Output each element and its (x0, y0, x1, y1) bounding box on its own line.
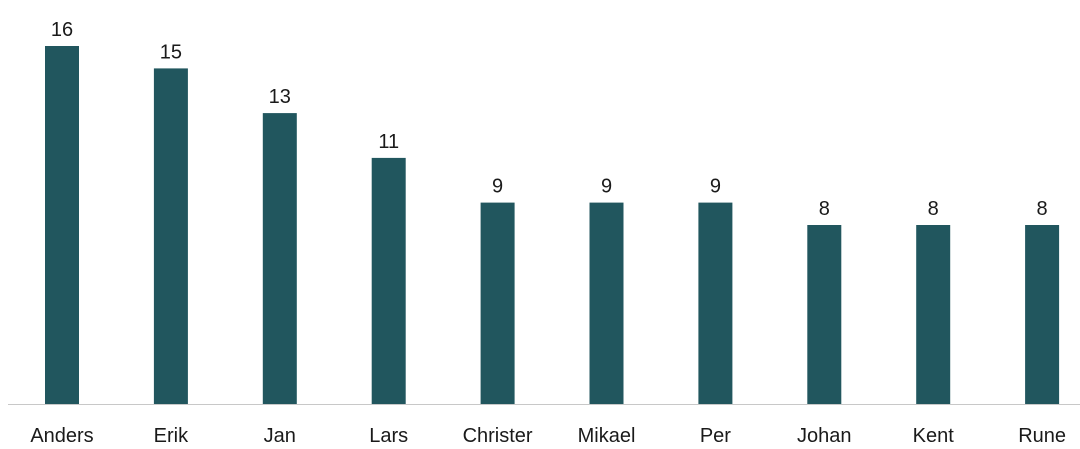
bar-mikael (589, 202, 624, 404)
data-label-christer: 9 (492, 176, 503, 198)
data-label-anders: 16 (51, 19, 73, 41)
data-label-erik: 15 (160, 41, 182, 63)
x-tick-label-anders: Anders (30, 425, 93, 444)
x-tick-label-johan: Johan (797, 425, 852, 444)
bar-erik (153, 68, 188, 405)
data-label-per: 9 (710, 176, 721, 198)
bar-per (698, 202, 733, 404)
bar-christer (480, 202, 515, 404)
x-tick-label-mikael: Mikael (578, 425, 636, 444)
bar-rune (1025, 225, 1060, 404)
data-label-jan: 13 (269, 86, 291, 108)
bar-lars (371, 157, 406, 404)
x-tick-label-kent: Kent (913, 425, 955, 444)
data-label-lars: 11 (378, 131, 399, 153)
x-tick-label-lars: Lars (369, 425, 408, 444)
x-tick-label-jan: Jan (264, 425, 296, 444)
x-tick-label-per: Per (700, 425, 731, 444)
data-label-kent: 8 (928, 198, 939, 220)
data-label-mikael: 9 (601, 176, 612, 198)
bar-kent (916, 225, 951, 404)
x-tick-label-christer: Christer (463, 425, 533, 444)
data-label-rune: 8 (1037, 198, 1048, 220)
x-tick-label-erik: Erik (154, 425, 189, 444)
bar-jan (262, 113, 297, 404)
x-tick-label-rune: Rune (1018, 425, 1066, 444)
bar-anders (45, 46, 79, 404)
bar-johan (807, 225, 842, 404)
data-label-johan: 8 (819, 198, 830, 220)
